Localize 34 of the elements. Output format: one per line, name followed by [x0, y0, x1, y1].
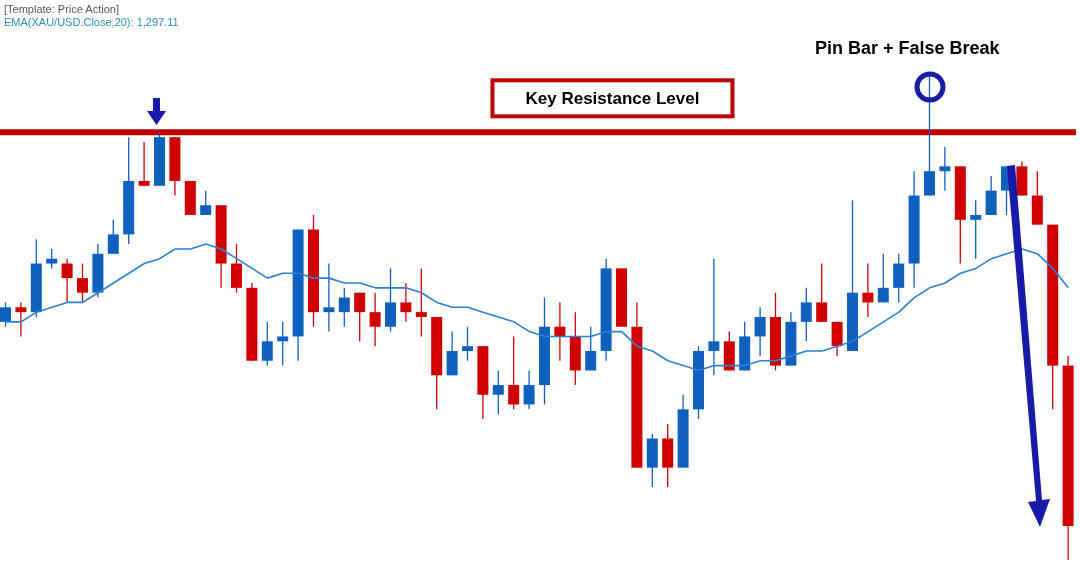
candlestick [138, 141, 150, 187]
candlestick [523, 369, 535, 410]
candlestick [77, 262, 88, 304]
candlestick [585, 326, 597, 372]
candlestick [816, 262, 828, 323]
candlestick [338, 287, 350, 328]
text: Pin Bar + False Break [815, 38, 1000, 59]
candlestick [862, 262, 874, 318]
candlestick [323, 262, 335, 333]
candlestick [970, 199, 982, 260]
ref-line-label: Key Resistance Level [525, 89, 700, 109]
candlestick [277, 321, 289, 367]
candlestick [877, 253, 889, 304]
candlestick [415, 267, 427, 338]
candlestick [200, 189, 212, 216]
candlestick [0, 301, 11, 328]
candlestick [15, 301, 27, 338]
candlestick [46, 248, 58, 270]
text: EMA(XAU/USD.Close,20): 1,297.11 [4, 16, 179, 28]
candlestick [107, 219, 119, 255]
candlestick [462, 326, 473, 362]
candlestick [508, 335, 520, 410]
candlestick [61, 258, 73, 304]
candlestick [708, 258, 720, 376]
candlestick [800, 287, 812, 342]
candlestick [354, 292, 366, 342]
candlestick [261, 321, 273, 367]
candlestick [492, 369, 504, 415]
candlestick [939, 146, 951, 192]
candlestick [554, 301, 566, 362]
candlestick [400, 282, 412, 323]
candlestick [369, 292, 381, 347]
candlestick [754, 306, 766, 357]
text: [Template: Price Action] [4, 3, 119, 15]
